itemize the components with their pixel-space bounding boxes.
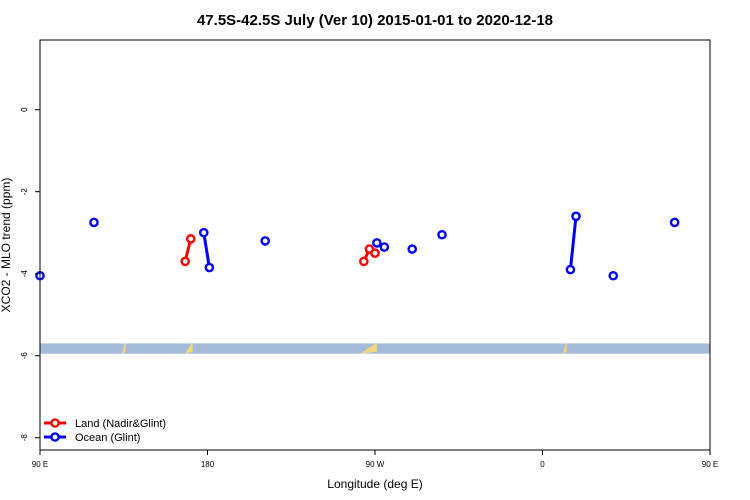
map-band-land-3: [562, 343, 567, 354]
x-tick-label-0: 90 E: [32, 460, 48, 469]
ocean-point-9-0: [608, 270, 619, 281]
ocean-point-3-0: [260, 236, 270, 246]
map-band-land-1: [185, 343, 193, 354]
legend: Land (Nadir&Glint) Ocean (Glint): [44, 418, 166, 444]
ocean-point-2-1: [204, 262, 215, 273]
ocean-point-7-0: [437, 229, 447, 240]
ocean-point-10-0: [669, 217, 680, 228]
x-tick-label-4: 90 E: [702, 460, 718, 469]
land-point-0-0: [180, 256, 190, 267]
ocean-point-1-0: [89, 217, 99, 228]
legend-land-label: Land (Nadir&Glint): [75, 418, 166, 430]
ocean-line-8: [568, 216, 578, 270]
map-band: [40, 343, 710, 354]
map-band-land-0: [121, 343, 126, 354]
x-axis-label: Longitude (deg E): [327, 477, 422, 491]
y-axis-ticks: 0 -2 -4 -6 -8: [20, 107, 40, 441]
ocean-line-2: [202, 232, 211, 268]
plot-lines: [183, 216, 578, 270]
chart-title: 47.5S-42.5S July (Ver 10) 2015-01-01 to …: [197, 12, 553, 29]
y-axis-label: XCO2 - MLO trend (ppm): [0, 178, 13, 313]
ocean-point-6-0: [407, 244, 418, 254]
x-tick-label-3: 0: [540, 460, 545, 469]
ocean-point-8-0: [565, 264, 576, 275]
plot-points: [35, 211, 680, 281]
legend-ocean-marker: [50, 432, 60, 442]
y-tick-label-3: -6: [20, 352, 29, 360]
x-tick-label-2: 90 W: [366, 460, 385, 469]
ocean-point-5-0: [379, 242, 390, 252]
land-point-1-0: [359, 256, 369, 267]
y-tick-label-2: -4: [20, 270, 29, 278]
x-tick-label-1: 180: [201, 460, 215, 469]
ocean-point-2-0: [198, 227, 209, 238]
y-tick-label-0: 0: [20, 107, 29, 112]
ocean-point-4-0: [372, 238, 382, 248]
legend-ocean-label: Ocean (Glint): [75, 432, 140, 444]
y-tick-label-4: -8: [20, 434, 29, 442]
y-tick-label-1: -2: [20, 188, 29, 196]
land-point-0-1: [185, 234, 196, 244]
x-axis-ticks: 90 E 180 90 W 0 90 E: [32, 450, 718, 469]
legend-land-marker: [50, 418, 60, 428]
map-band-land-2: [360, 343, 377, 354]
land-point-1-2: [370, 248, 380, 258]
ocean-point-8-1: [571, 211, 581, 222]
